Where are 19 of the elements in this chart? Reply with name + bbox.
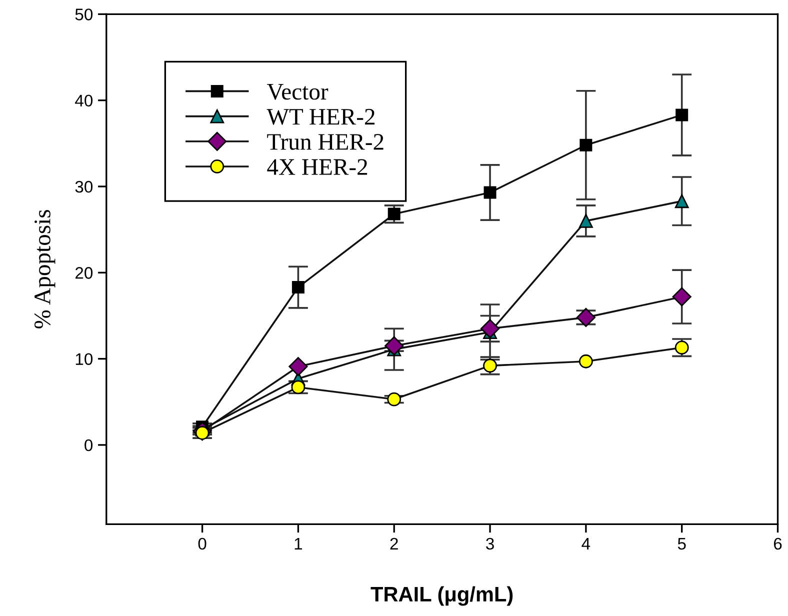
x-tick-label: 5 [678, 538, 686, 550]
legend-label: 4X HER-2 [267, 159, 368, 175]
y-tick-label: 0 [84, 439, 93, 452]
x-tick-label: 4 [582, 538, 590, 550]
x-tick-label: 6 [774, 538, 782, 550]
x-tick-label: 0 [198, 538, 206, 550]
y-tick-label: 30 [75, 180, 93, 193]
legend-label: WT HER-2 [266, 108, 374, 125]
y-axis-title: % Apoptosis [34, 210, 56, 328]
y-tick-label: 40 [75, 94, 93, 107]
legend-label: Vector [266, 84, 328, 100]
x-tick-label: 3 [486, 538, 494, 550]
legend-label: Trun HER-2 [267, 134, 384, 150]
y-tick-label: 20 [75, 267, 93, 279]
y-tick-label: 10 [76, 353, 93, 365]
x-tick-label: 1 [294, 538, 302, 550]
y-tick-label: 50 [75, 8, 93, 20]
x-tick-label: 2 [390, 538, 398, 550]
x-axis-title: TRAIL (μg/mL) [370, 586, 513, 606]
